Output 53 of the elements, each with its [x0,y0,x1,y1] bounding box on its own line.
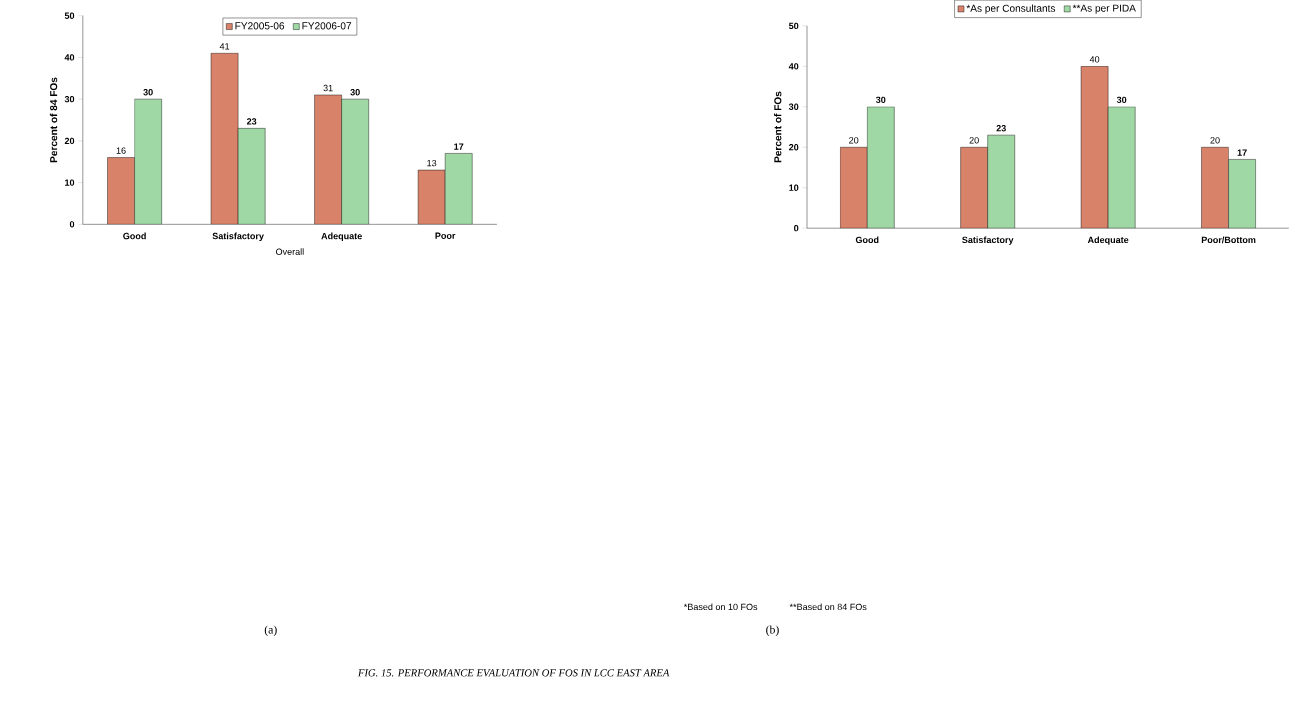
bar [341,99,369,225]
data-label: 40 [1089,56,1100,63]
y-tick-label: 30 [64,95,75,103]
bar [134,99,162,225]
y-tick-label: 50 [64,12,75,19]
data-label: 17 [454,143,464,150]
y-tick-label: 0 [794,224,799,232]
text: (a) [264,625,277,636]
bar [444,153,473,225]
y-tick-label: 20 [789,143,799,151]
y-tick-label: 50 [788,22,799,29]
data-label: 20 [1210,136,1220,144]
y-axis-title: Percent of FOs [773,91,782,163]
y-axis-title: Percent of 84 FOs [49,77,58,163]
y-tick-label: 10 [65,179,75,186]
data-label: 30 [350,88,360,96]
x-tick-label: Satisfactory [212,232,264,241]
x-tick-label: Good [123,232,146,240]
data-label: 23 [246,118,257,125]
data-label: 41 [219,43,230,50]
legend-label: *As per Consultants [966,4,1056,14]
data-label: 23 [996,124,1006,132]
data-label: 20 [849,136,859,144]
caption: FIG. 15. PERFORMANCE EVALUATION OF FOS IN LCC EAST AREA [357,669,670,677]
data-label: 20 [969,136,979,144]
data-label: 17 [1237,149,1247,156]
data-label: 30 [1116,96,1127,103]
x-tick-label: Good [855,236,879,243]
data-label: 13 [427,159,437,167]
y-tick-label: 30 [788,103,799,110]
bar [238,128,266,225]
x-axis-title: Overall [276,248,304,255]
text: *Based on 10 FOs [683,603,758,610]
y-tick-label: 20 [64,137,75,144]
bar [107,157,135,225]
x-tick-label: Satisfactory [962,236,1014,245]
y-tick-label: 40 [64,54,75,61]
text: **Based on 84 FOs [789,603,867,610]
text: (b) [766,625,779,636]
data-label: 30 [143,88,153,96]
y-tick-label: 40 [788,63,799,70]
x-tick-label: Poor [435,232,456,239]
data-label: 31 [323,84,333,92]
data-label: 30 [875,96,886,103]
data-label: 16 [116,147,126,154]
legend-label: **As per PIDA [1072,4,1136,14]
legend-label: FY2006-07 [302,22,352,30]
y-tick-label: 10 [789,184,799,191]
x-tick-label: Adequate [1087,236,1129,245]
y-tick-label: 0 [69,221,75,228]
legend-label: FY2005-06 [235,22,285,30]
x-tick-label: Adequate [321,232,362,241]
x-tick-label: Poor/Bottom [1201,236,1256,244]
